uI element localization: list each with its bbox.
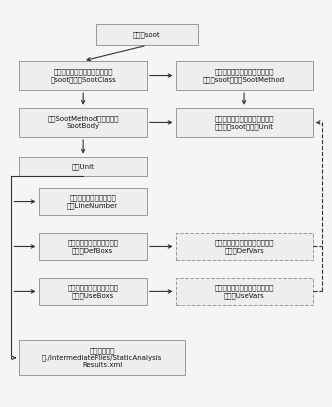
Text: 获得待分析语句所在行行
号：LineNumber: 获得待分析语句所在行行 号：LineNumber (67, 195, 118, 209)
FancyBboxPatch shape (96, 24, 198, 45)
FancyBboxPatch shape (19, 340, 185, 375)
FancyBboxPatch shape (19, 108, 147, 137)
Text: 初始化soot: 初始化soot (133, 31, 161, 38)
Text: 获得待分析语句所在行定义变量
集合：DefVars: 获得待分析语句所在行定义变量 集合：DefVars (214, 239, 274, 254)
Text: 分析Unit: 分析Unit (72, 163, 95, 170)
Text: 获得待分析语句所在行使用变量
集合：UseVars: 获得待分析语句所在行使用变量 集合：UseVars (214, 284, 274, 298)
FancyBboxPatch shape (39, 278, 147, 305)
Text: 记录分析结果
到./IntermediateFiles/StaticAnalysis
Results.xml: 记录分析结果 到./IntermediateFiles/StaticAnalys… (42, 347, 162, 368)
Text: 获取一条待分析语句，生成待分
析语句的soot实例：Unit: 获取一条待分析语句，生成待分 析语句的soot实例：Unit (214, 115, 274, 129)
Text: 获取待分析的类，生成待分析类
的soot实例：SootClass: 获取待分析的类，生成待分析类 的soot实例：SootClass (50, 68, 116, 83)
Text: 建立SootMethod的方法体：
SootBody: 建立SootMethod的方法体： SootBody (47, 116, 119, 129)
FancyBboxPatch shape (176, 278, 313, 305)
Text: 获得待分析语句所在行使用
集合：UseBoxs: 获得待分析语句所在行使用 集合：UseBoxs (67, 284, 118, 298)
FancyBboxPatch shape (19, 61, 147, 90)
Text: 获取待分析的方法，生成待分析
方法的soot实例：SootMethod: 获取待分析的方法，生成待分析 方法的soot实例：SootMethod (203, 68, 285, 83)
FancyBboxPatch shape (176, 108, 313, 137)
Text: 获得待分析语句所在行定义
集合：DefBoxs: 获得待分析语句所在行定义 集合：DefBoxs (67, 239, 118, 254)
FancyBboxPatch shape (39, 188, 147, 215)
FancyBboxPatch shape (176, 61, 313, 90)
FancyBboxPatch shape (19, 157, 147, 176)
FancyBboxPatch shape (176, 233, 313, 260)
FancyBboxPatch shape (39, 233, 147, 260)
